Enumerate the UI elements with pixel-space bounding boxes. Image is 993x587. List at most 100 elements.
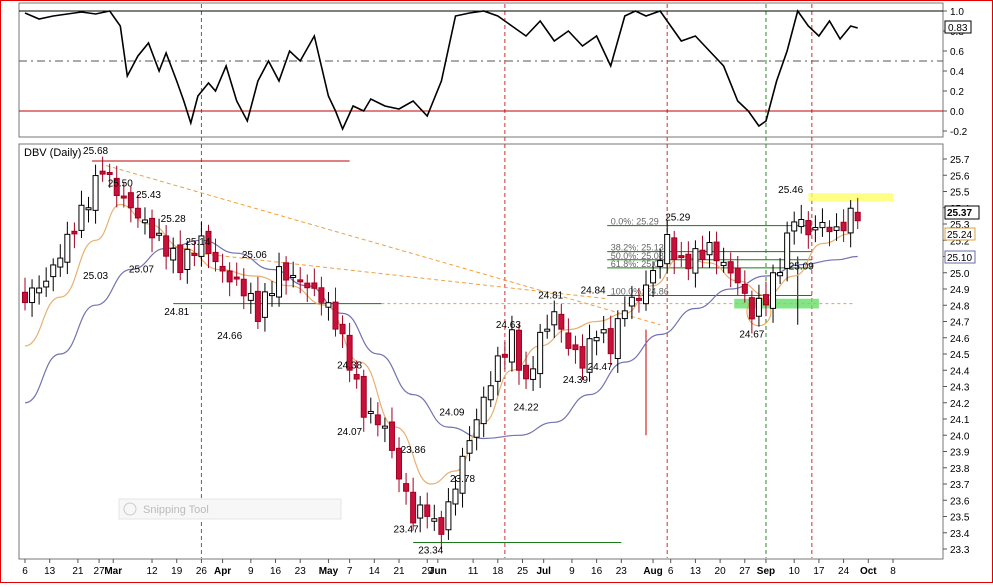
candle-body: [805, 220, 812, 236]
candle-body: [480, 396, 487, 425]
candle-body: [410, 491, 417, 524]
x-tick-label: 12: [146, 566, 158, 577]
fib-level-label: 100.0%: 24.86: [611, 287, 669, 297]
indicator-tick-label: 0.6: [950, 47, 964, 58]
candle-body: [593, 337, 600, 342]
candle-body: [283, 262, 290, 281]
candle-body: [551, 311, 558, 326]
candle-body: [50, 264, 57, 278]
candle-body: [657, 260, 664, 267]
candle-body: [699, 249, 706, 261]
x-tick-label: 9: [569, 566, 575, 577]
x-tick-label: 8: [890, 566, 896, 577]
moving-averages: [24, 203, 858, 485]
candle-body: [233, 276, 240, 280]
x-tick-label: 10: [789, 566, 801, 577]
price-annotation-label: 24.67: [739, 330, 764, 341]
x-tick-label: 27: [94, 566, 106, 577]
price-annotation-label: 24.38: [337, 360, 362, 371]
candle-body: [353, 374, 360, 380]
candle-body: [170, 247, 177, 261]
candle-body: [304, 282, 311, 289]
candle-body: [473, 419, 480, 438]
x-tick-label: Jun: [429, 566, 447, 577]
candle-body: [177, 244, 184, 274]
x-tick-label: 6: [22, 566, 28, 577]
candle-body: [515, 329, 522, 371]
grid-layer: [19, 4, 943, 558]
candle-body: [226, 270, 233, 283]
watermark-box: [118, 498, 342, 520]
candle-body: [854, 211, 861, 222]
x-tick-label: 11: [468, 566, 479, 577]
price-tick-label: 24.3: [950, 383, 970, 394]
candle-body: [572, 344, 579, 351]
slow-moving-average-line: [24, 239, 858, 440]
x-tick-label: 19: [171, 566, 183, 577]
candle-body: [219, 265, 226, 272]
candle-body: [43, 280, 50, 288]
candle-body: [833, 226, 840, 231]
price-annotation-label: 25.68: [83, 146, 108, 157]
price-annotation-label: 24.84: [581, 286, 606, 297]
candle-body: [791, 221, 798, 232]
price-tick-label: 23.3: [950, 545, 970, 556]
candle-body: [198, 235, 205, 257]
price-tick-label: 24.5: [950, 350, 970, 361]
fast-moving-average-line: [24, 203, 851, 485]
price-tick-label: 24.7: [950, 318, 970, 329]
candle-body: [78, 204, 85, 231]
price-tick-label: 24.1: [950, 415, 970, 426]
price-annotation-label: 25.03: [83, 271, 108, 282]
candle-body: [57, 257, 64, 268]
candle-body: [523, 364, 530, 380]
candle-body: [692, 248, 699, 274]
candle-body: [798, 219, 805, 228]
trend-line-dashed: [106, 165, 661, 326]
current-price-tag-box: [944, 205, 980, 220]
candle-body: [579, 346, 586, 369]
candle-body: [565, 332, 572, 349]
candle-body: [755, 297, 762, 317]
indicator-tag: 0.83: [948, 23, 968, 34]
candle-body: [635, 297, 642, 301]
price-tick-label: 24.2: [950, 399, 970, 410]
price-tick-label: 23.7: [950, 480, 970, 491]
candle-body: [431, 518, 438, 522]
candle-body: [586, 338, 593, 373]
indicator-tick-label: 0.4: [950, 67, 964, 78]
candle-body: [424, 504, 431, 517]
x-tick-label: 6: [668, 566, 674, 577]
x-tick-label: 26: [196, 566, 208, 577]
candle-body: [64, 233, 71, 263]
fib-level-label: 50.0%: 25.08: [611, 251, 664, 261]
price-tick-label: 23.4: [950, 529, 970, 540]
price-annotation-label: 23.86: [401, 445, 426, 456]
candle-body: [318, 287, 325, 303]
candle-body: [777, 272, 784, 277]
candle-body: [22, 291, 28, 304]
x-tick-label: 23: [295, 566, 307, 577]
axes-layer: 25.725.625.525.425.325.225.125.024.924.8…: [22, 7, 970, 577]
candle-body: [600, 329, 607, 334]
price-annotation-label: 25.07: [129, 265, 154, 276]
candle-body: [643, 284, 650, 305]
x-tick-label: 13: [44, 566, 56, 577]
candle-body: [156, 232, 163, 236]
x-tick-label: 29: [422, 566, 434, 577]
candle-body: [678, 255, 685, 259]
candle-body: [826, 226, 833, 233]
price-annotation-label: 24.07: [337, 427, 362, 438]
x-tick-label: 21: [72, 566, 84, 577]
price-tick-label: 24.4: [950, 366, 970, 377]
price-tick-label: 23.8: [950, 464, 970, 475]
candle-body: [106, 171, 113, 175]
ma-slow-tag: 25.10: [947, 253, 972, 264]
candle-body: [339, 323, 346, 335]
candle-body: [466, 440, 473, 454]
price-annotation-label: 24.66: [217, 331, 242, 342]
candle-body: [508, 329, 515, 363]
candle-body: [713, 241, 720, 262]
price-tick-label: 25.7: [950, 155, 970, 166]
price-annotation-label: 25.09: [789, 261, 814, 272]
